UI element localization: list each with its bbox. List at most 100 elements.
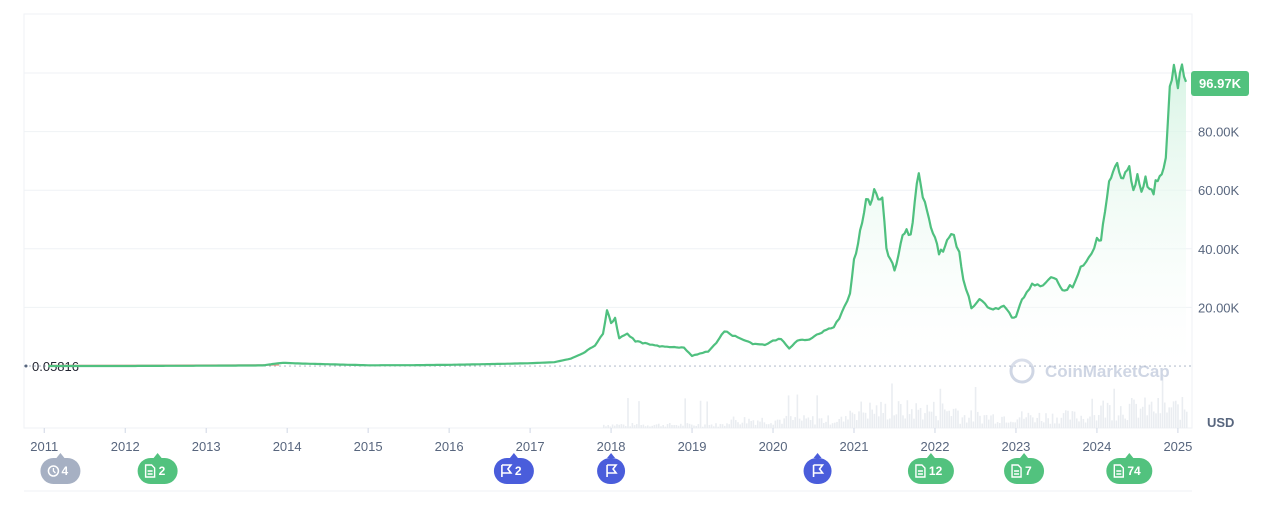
y-tick-label: 20.00K [1198, 300, 1240, 315]
volume-bar [1012, 422, 1014, 428]
volume-bar [748, 418, 750, 428]
volume-bar [1141, 406, 1144, 428]
volume-bar [974, 387, 977, 428]
volume-bar [646, 425, 649, 428]
x-tick-label: 2023 [1001, 439, 1030, 454]
event-markers: 4 2 2 12 7 74 [40, 453, 1153, 484]
volume-bar [880, 401, 882, 428]
event-marker-news[interactable]: 74 [1106, 453, 1153, 484]
volume-bar [798, 418, 801, 428]
event-marker-news[interactable]: 12 [907, 453, 954, 484]
event-marker-pointer [813, 453, 822, 458]
event-marker-event[interactable]: 2 [493, 453, 534, 484]
event-marker-pointer [56, 453, 65, 458]
volume-bar [609, 426, 612, 428]
volume-bar [946, 411, 948, 428]
volume-bar [671, 425, 673, 428]
volume-bar [886, 419, 889, 428]
volume-bar [1040, 420, 1043, 428]
volume-bar [778, 419, 781, 428]
volume-bar [1060, 417, 1063, 428]
volume-bar [932, 401, 935, 428]
event-marker-news[interactable]: 7 [1004, 453, 1045, 484]
x-tick-label: 2021 [840, 439, 869, 454]
volume-bar [717, 426, 719, 428]
volume-bar [869, 402, 871, 428]
event-marker-count: 74 [1127, 464, 1141, 478]
volume-bar [653, 424, 656, 428]
volume-bar [891, 383, 893, 428]
volume-bar [820, 418, 823, 428]
volume-bar [807, 417, 810, 428]
volume-bar [924, 413, 926, 428]
x-tick-label: 2017 [516, 439, 545, 454]
volume-bar [1003, 416, 1005, 428]
volume-bar [638, 401, 640, 428]
volume-bar [774, 420, 777, 428]
volume-bar [1108, 405, 1111, 428]
volume-bar [1047, 418, 1049, 428]
volume-bar [921, 419, 924, 428]
volume-bar [679, 423, 682, 428]
volume-bar [1064, 410, 1067, 428]
volume-bar [809, 419, 812, 428]
volume-bar [754, 424, 757, 428]
event-marker-count: 7 [1025, 464, 1032, 478]
volume-bar [930, 411, 933, 428]
volume-bar [1071, 411, 1074, 428]
volume-bar [686, 423, 689, 428]
volume-bar [840, 416, 843, 428]
volume-bar [767, 424, 770, 428]
volume-bar [1106, 402, 1109, 428]
volume-bar [948, 410, 950, 428]
volume-bar [965, 422, 968, 428]
volume-bar [1150, 401, 1153, 428]
volume-bar [963, 415, 966, 428]
volume-bar [899, 404, 902, 428]
volume-bar [959, 423, 961, 428]
current-price-label: 96.97K [1199, 76, 1242, 91]
volume-bar [1126, 420, 1129, 428]
volume-bar [1062, 413, 1065, 428]
volume-bar [1084, 422, 1087, 428]
x-tick-label: 2024 [1082, 439, 1111, 454]
event-marker-news[interactable]: 2 [137, 453, 178, 484]
volume-bar [1029, 415, 1032, 428]
event-marker-event[interactable] [803, 453, 832, 484]
volume-bar [1100, 405, 1102, 428]
volume-bar [1053, 423, 1056, 428]
event-marker-event[interactable] [597, 453, 626, 484]
volume-bar [1148, 404, 1151, 428]
volume-bar [877, 416, 880, 428]
volume-bar [759, 421, 761, 428]
volume-bar [882, 412, 884, 428]
volume-bar [1025, 417, 1027, 428]
volume-bar [734, 420, 737, 428]
volume-bar [827, 415, 829, 428]
event-marker-pill [493, 458, 534, 484]
volume-bar [838, 419, 840, 428]
volume-bar [825, 421, 827, 428]
y-axis: 20.00K 40.00K 60.00K 80.00K [1198, 125, 1240, 316]
volume-bar [789, 416, 792, 428]
volume-bar [998, 423, 1001, 428]
volume-bar [1056, 417, 1058, 428]
volume-bar [895, 414, 898, 428]
volume-bar [805, 418, 807, 428]
volume-bar [864, 412, 867, 428]
volume-bar [976, 411, 979, 428]
event-marker-count: 2 [515, 464, 522, 478]
volume-bar [860, 401, 862, 428]
volume-bar [853, 414, 856, 428]
volume-bar [792, 420, 794, 428]
x-tick-label: 2018 [597, 439, 626, 454]
volume-bar [915, 403, 917, 428]
volume-bar [1014, 422, 1016, 428]
volume-bar [847, 419, 849, 428]
volume-bar [770, 423, 772, 428]
volume-bar [796, 394, 799, 428]
event-marker-history[interactable]: 4 [40, 453, 81, 484]
volume-bar [866, 418, 869, 428]
event-marker-pill [597, 458, 626, 484]
